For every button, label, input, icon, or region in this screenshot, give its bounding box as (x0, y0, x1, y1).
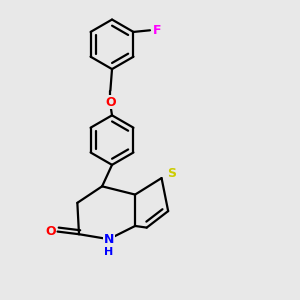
Text: S: S (167, 167, 176, 180)
Text: F: F (153, 24, 161, 37)
Text: N: N (103, 233, 114, 246)
Text: O: O (45, 225, 56, 238)
Text: H: H (104, 248, 113, 257)
Text: O: O (105, 96, 116, 109)
